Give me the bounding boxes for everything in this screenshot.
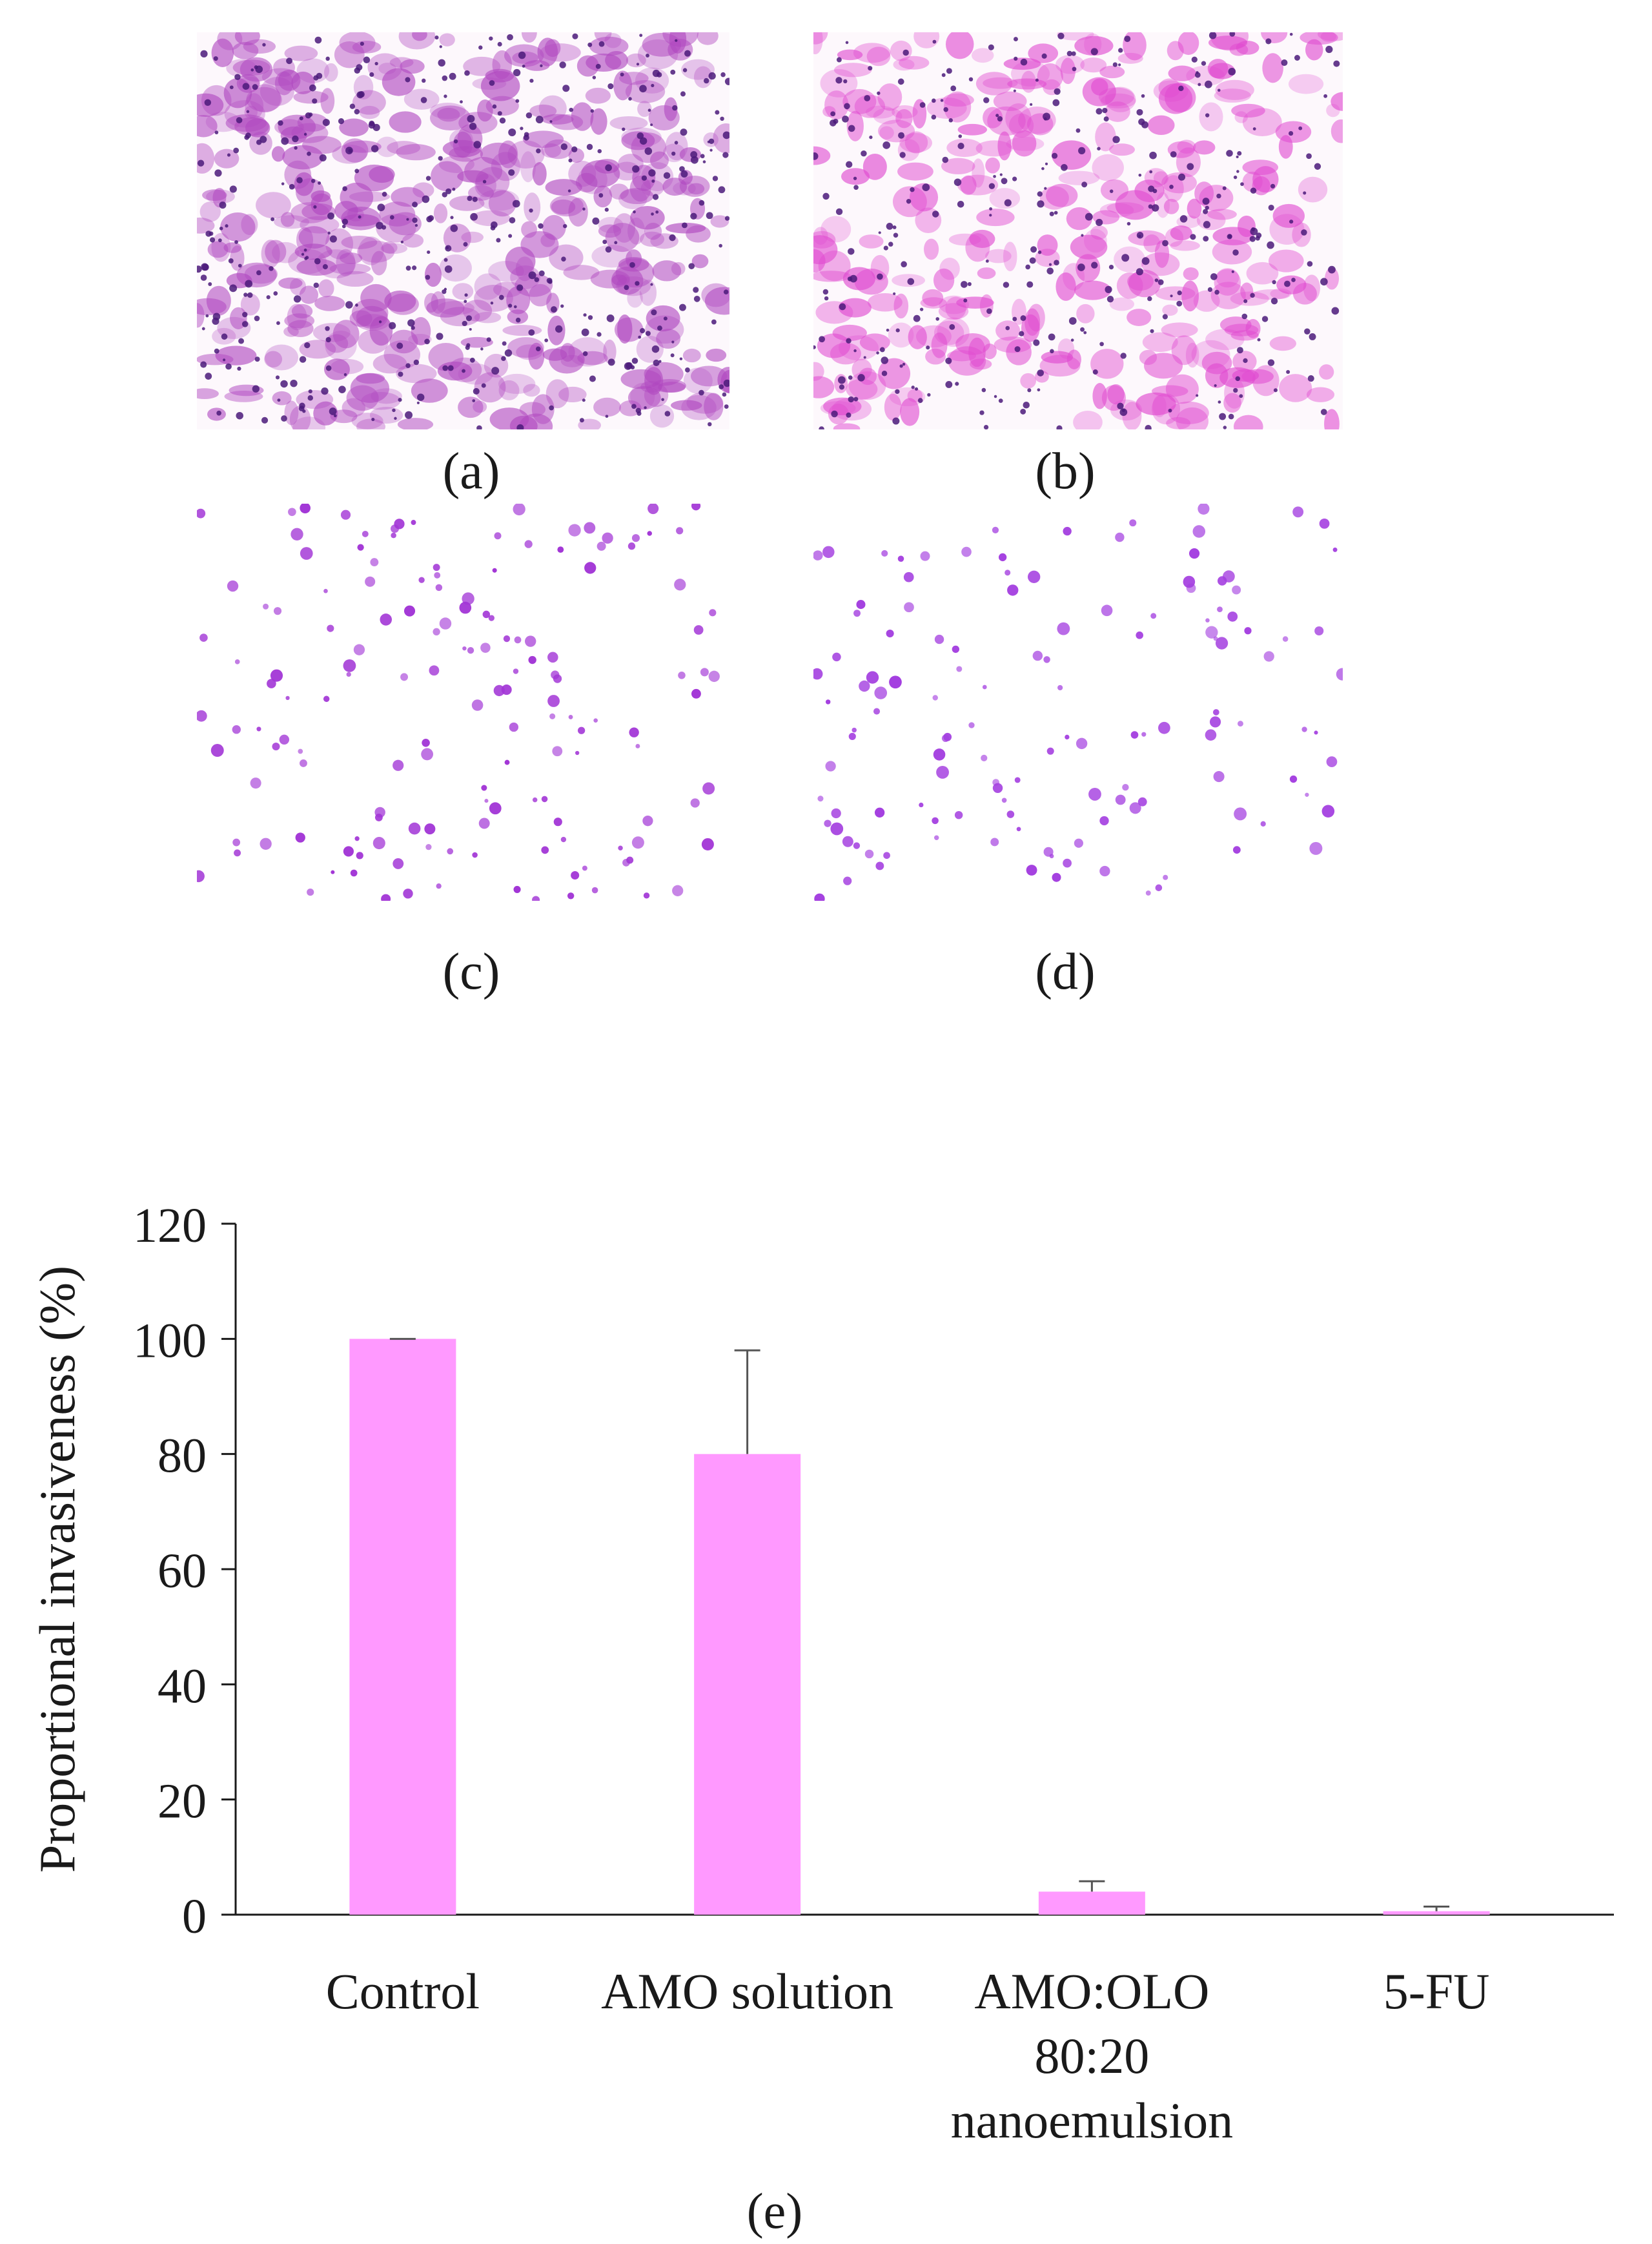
chart-caption: (e) bbox=[747, 2183, 803, 2239]
bar-0 bbox=[349, 1339, 456, 1915]
micrograph-d-image bbox=[813, 504, 1343, 901]
y-tick-label: 80 bbox=[158, 1429, 207, 1483]
micrograph-b bbox=[813, 32, 1343, 429]
micrograph-d bbox=[813, 504, 1343, 901]
micrograph-a bbox=[197, 32, 729, 429]
x-category-label-3: 5-FU bbox=[1383, 1963, 1490, 2019]
micrograph-b-image bbox=[813, 32, 1343, 429]
chart-labels: 0 20 40 60 80 100 120 Proportional invasiveness… bbox=[29, 1199, 1489, 2239]
micrograph-c-image bbox=[197, 504, 720, 901]
x-category-label-2: AMO:OLO 80:20 nanoemulsion bbox=[951, 1963, 1234, 2148]
bar-2 bbox=[1038, 1891, 1145, 1915]
panel-label-c: (c) bbox=[442, 943, 500, 1000]
bar-1 bbox=[694, 1454, 801, 1915]
bar-3 bbox=[1383, 1911, 1490, 1915]
y-tick-label: 60 bbox=[158, 1544, 207, 1598]
y-tick-label: 20 bbox=[158, 1775, 207, 1829]
chart-bars bbox=[349, 1337, 1490, 1915]
invasiveness-bar-chart: 0 20 40 60 80 100 120 Proportional invasiveness… bbox=[29, 1199, 1614, 2239]
y-tick-label: 120 bbox=[133, 1199, 207, 1253]
panel-label-d: (d) bbox=[1035, 943, 1096, 1000]
x-category-label-1: AMO solution bbox=[601, 1963, 893, 2019]
y-tick-label: 100 bbox=[133, 1313, 207, 1368]
y-tick-label: 0 bbox=[182, 1889, 207, 1944]
y-axis-title: Proportional invasiveness (%) bbox=[29, 1266, 85, 1873]
panel-label-a: (a) bbox=[442, 443, 500, 500]
panel-label-b: (b) bbox=[1035, 443, 1096, 500]
micrograph-c bbox=[197, 504, 720, 901]
micrograph-a-image bbox=[197, 32, 729, 429]
y-tick-label: 40 bbox=[158, 1659, 207, 1713]
x-category-label-0: Control bbox=[326, 1963, 480, 2019]
